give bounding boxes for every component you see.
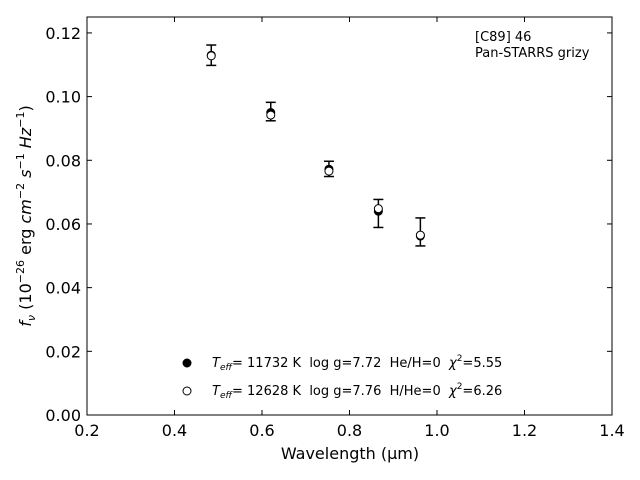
x-tick-label: 0.2 [74,421,99,440]
annotation-line-2: Pan-STARRS grizy [475,46,590,61]
legend-marker-open [182,386,192,396]
y-tick-label: 0.00 [45,406,81,425]
y-axis-label: fν (10−26 erg cm−2 s−1 Hz−1) [14,105,38,326]
x-tick-label: 1.4 [599,421,624,440]
point-open-model [373,204,383,214]
x-tick-label: 1.0 [424,421,449,440]
y-tick-label: 0.08 [45,151,81,170]
legend: Teff= 11732 K log g=7.72 He/H=0 χ2=5.55 … [182,354,502,401]
x-axis-label: Wavelength (μm) [281,444,419,463]
y-tick-label: 0.06 [45,215,81,234]
y-tick-label: 0.12 [45,24,81,43]
plot-frame [86,16,613,416]
annotation-line-1: [C89] 46 [475,30,531,45]
axis-ticks: 0.2 0.4 0.6 0.8 1.0 1.2 1.4 0.00 0.02 0.04 0.06 0.0… [45,17,625,440]
x-tick-label: 0.6 [249,421,274,440]
legend-entry-2: Teff= 12628 K log g=7.76 H/He=0 χ2=6.26 [212,382,502,401]
y-axis-label-symbol: f [16,319,35,327]
y-tick-label: 0.02 [45,342,81,361]
y-axis-label-sub: ν [25,315,38,321]
legend-entry-1: Teff= 11732 K log g=7.72 He/H=0 χ2=5.55 [212,354,502,373]
model-points [206,50,425,241]
y-tick-label: 0.04 [45,279,81,298]
point-open-model [266,110,276,120]
point-open-model [324,166,334,176]
x-tick-label: 1.2 [512,421,537,440]
x-tick-label: 0.4 [162,421,187,440]
point-open-model [206,51,216,61]
x-tick-label: 0.8 [337,421,362,440]
error-bars [206,44,426,247]
legend-marker-filled [182,358,192,368]
point-open-model [415,230,425,240]
y-tick-label: 0.10 [45,88,81,107]
